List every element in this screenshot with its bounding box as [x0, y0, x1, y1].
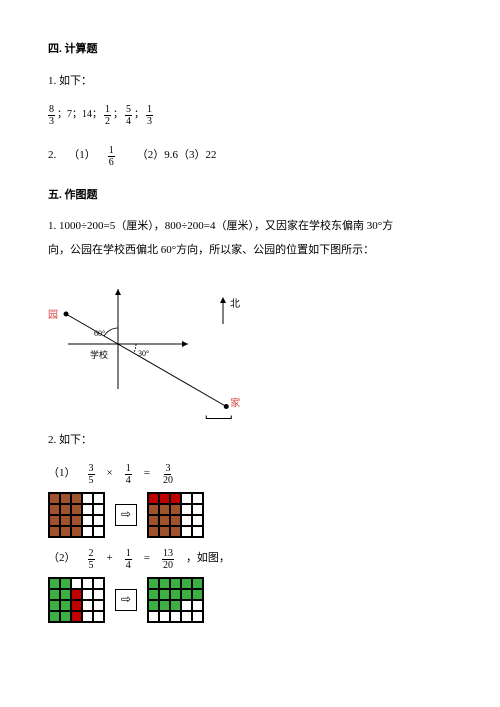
svg-text:60°: 60°	[94, 329, 105, 338]
q5-1-line1: 1. 1000÷200=5（厘米），800÷200=4（厘米），又因家在学校东偏…	[48, 217, 452, 237]
sub2-grid-b	[147, 577, 204, 623]
svg-text:学校: 学校	[90, 349, 108, 360]
section4-title: 四. 计算题	[48, 40, 452, 60]
direction-diagram: 公园家60°30°学校北0200米	[48, 269, 308, 419]
svg-text:北: 北	[230, 298, 240, 310]
sub1-grids: ⇨	[48, 492, 452, 538]
arrow-icon: ⇨	[115, 504, 137, 526]
q5-2-sub2-expr: （2） 25 + 14 = 1320 ，如图，	[48, 548, 452, 571]
svg-text:30°: 30°	[138, 349, 149, 358]
sub1-grid-b	[147, 492, 204, 538]
q5-2-sub1-expr: （1） 35 × 14 = 320	[48, 463, 452, 486]
svg-text:家: 家	[230, 396, 240, 409]
sub1-grid-a	[48, 492, 105, 538]
q4-1-expression: 83 ；7；14； 12 ； 54 ； 13	[48, 104, 452, 127]
sub2-grid-a	[48, 577, 105, 623]
q4-2: 2. （1） 16 （2）9.6（3）22	[48, 145, 452, 168]
sub2-grids: ⇨	[48, 577, 452, 623]
q5-1-line2: 向，公园在学校西偏北 60°方向，所以家、公园的位置如下图所示：	[48, 241, 452, 261]
svg-text:公园: 公园	[48, 309, 58, 321]
q5-2-label: 2. 如下：	[48, 431, 452, 451]
section5-title: 五. 作图题	[48, 186, 452, 206]
arrow-icon: ⇨	[115, 589, 137, 611]
q4-1-label: 1. 如下：	[48, 72, 452, 92]
